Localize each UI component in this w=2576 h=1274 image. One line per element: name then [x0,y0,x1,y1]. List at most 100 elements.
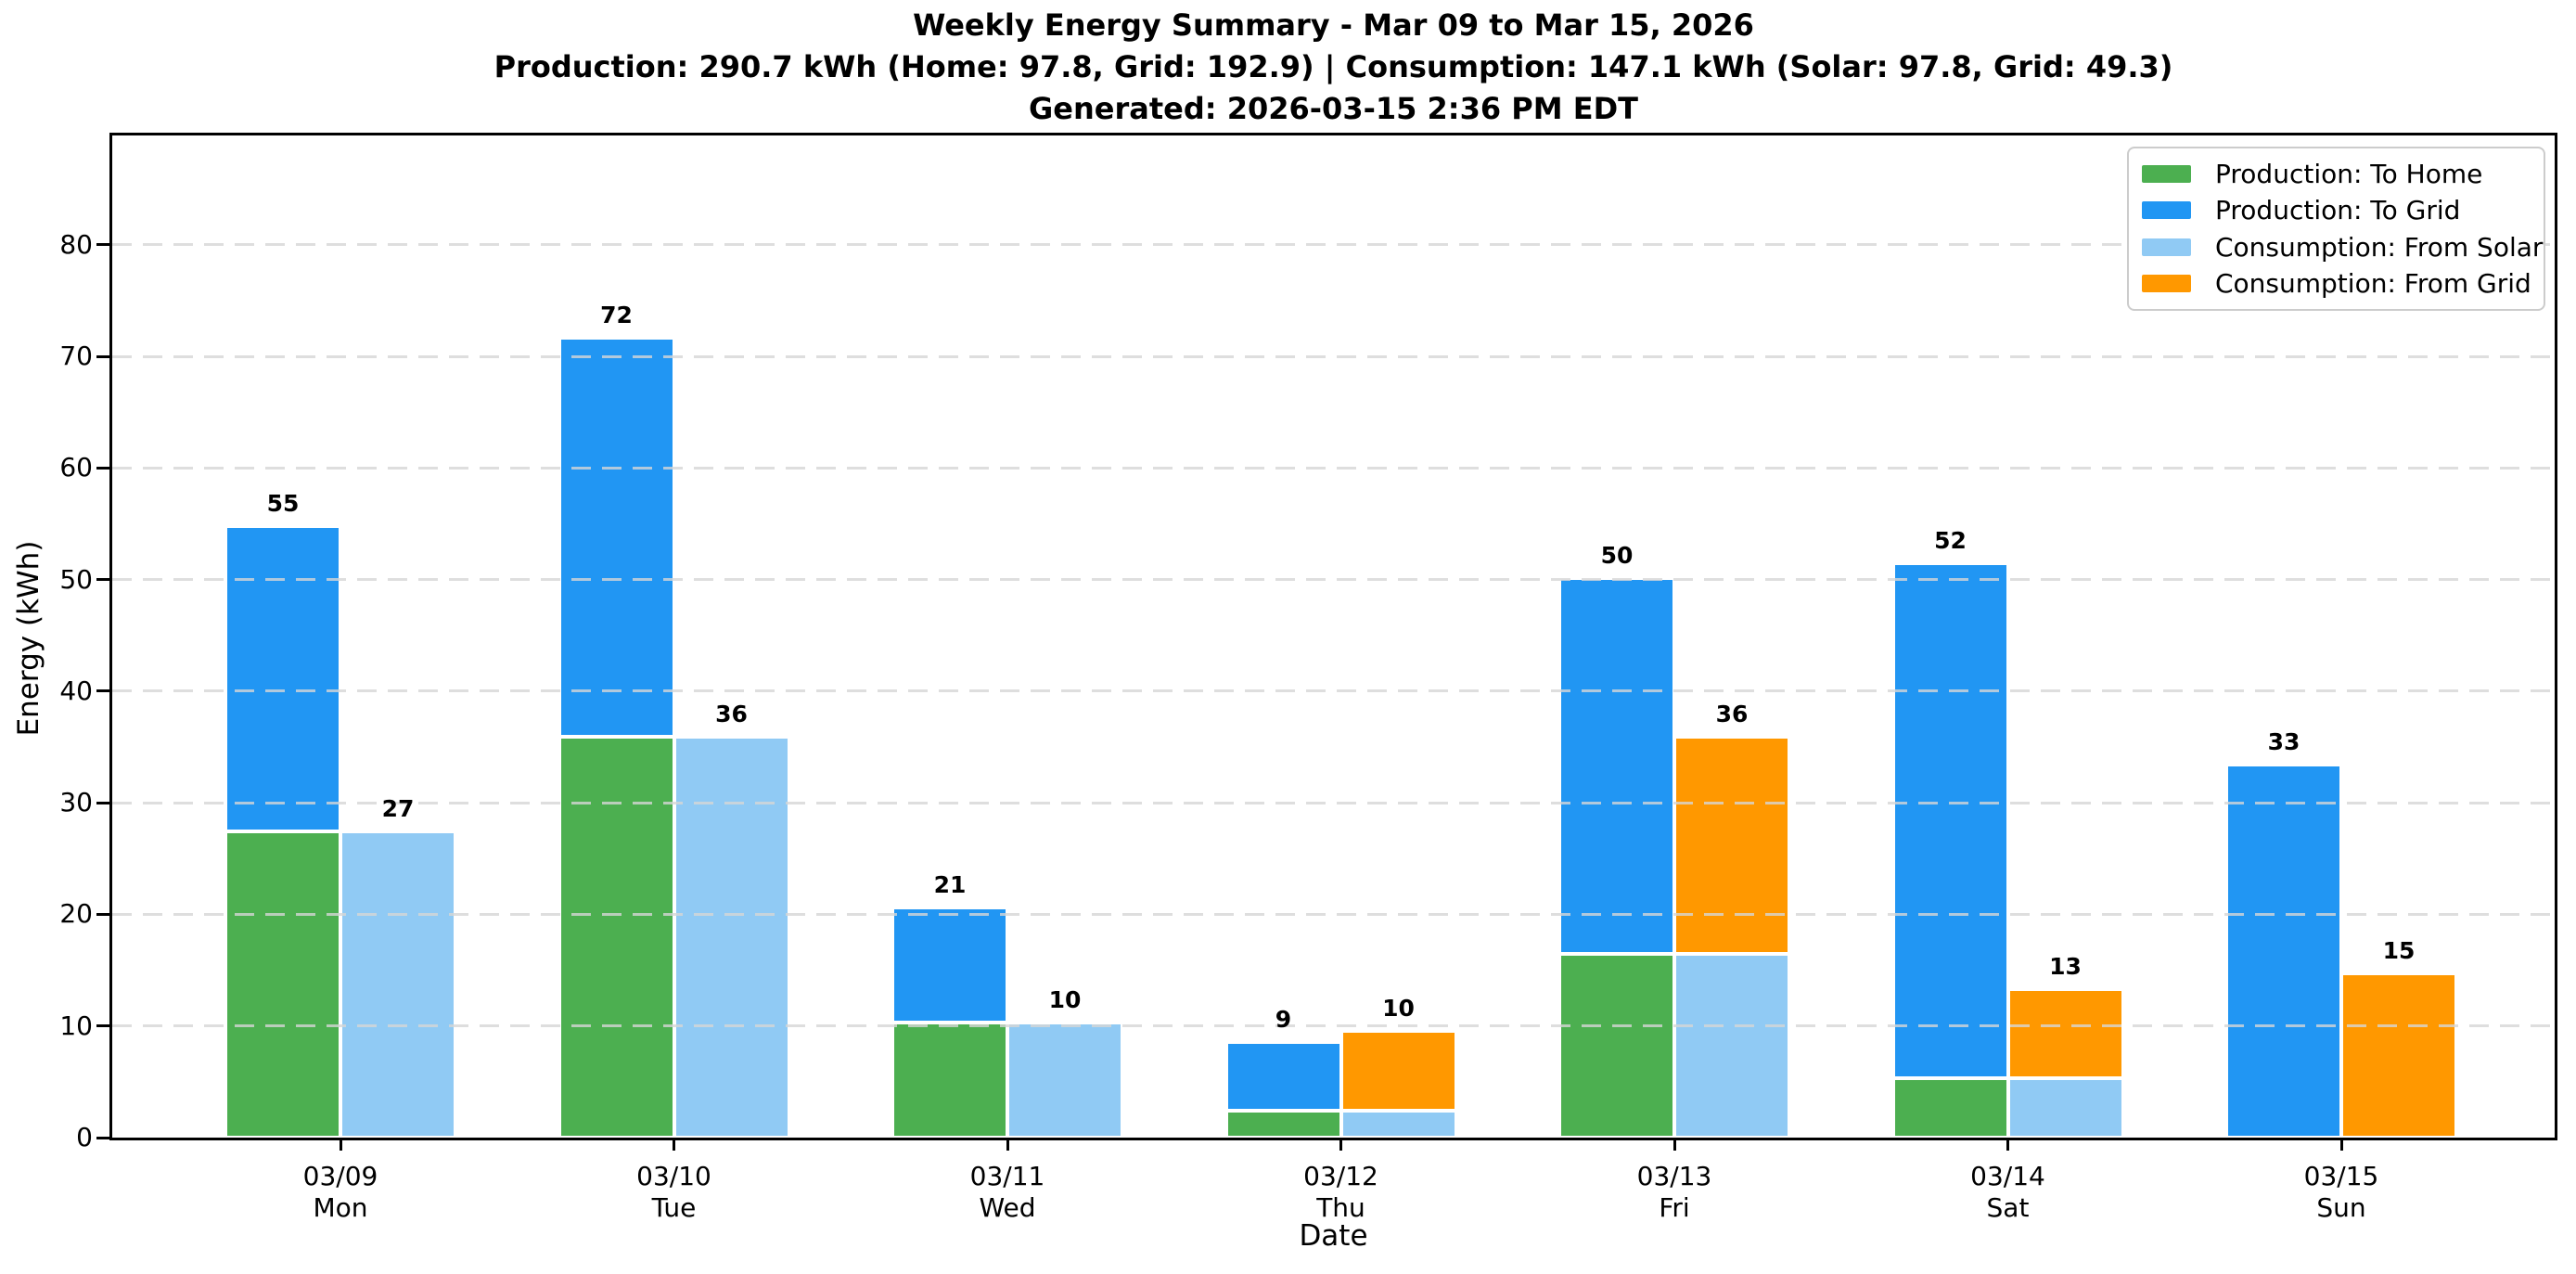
gridline-20 [112,912,2555,916]
bar-segment-consumption-from-grid [1340,1030,1456,1112]
y-tick-mark [96,912,109,916]
y-tick-label: 30 [59,787,93,818]
bar-total-label-consumption: 27 [381,795,415,823]
x-tick-date: 03/12 [1303,1161,1378,1191]
legend-item: Production: To Home [2142,159,2531,189]
legend-swatch [2142,201,2191,220]
legend-item: Production: To Grid [2142,195,2531,225]
bar-segment-production-to-home [558,737,674,1138]
x-tick-weekday: Sun [2316,1192,2366,1223]
legend-item-label: Consumption: From Grid [2215,267,2531,299]
bar-total-label-consumption: 15 [2382,937,2416,965]
legend-item-label: Production: To Home [2215,159,2483,190]
gridline-40 [112,689,2555,693]
x-tick-label: 03/15 Sun [2211,1161,2471,1224]
y-tick-mark [96,801,109,804]
bar-total-label-production: 52 [1934,526,1967,554]
bar-total-label-consumption: 36 [1715,701,1749,728]
x-tick-weekday: Sat [1986,1192,2030,1223]
y-tick-label: 50 [59,563,93,595]
bar-segment-production-to-home [1225,1111,1341,1138]
bar-segment-consumption-from-solar [1340,1111,1456,1138]
y-tick-mark [96,466,109,470]
x-tick-weekday: Mon [313,1192,368,1223]
y-tick-mark [96,354,109,358]
legend-item-label: Consumption: From Solar [2215,231,2544,263]
y-tick-mark [96,1024,109,1028]
chart-generated-timestamp: Generated: 2026-03-15 2:36 PM EDT [1029,91,1638,126]
bar-segment-consumption-from-solar [1674,953,1789,1138]
bar-segment-consumption-from-grid [2007,989,2123,1079]
x-tick-mark [2339,1138,2343,1151]
gridline-50 [112,578,2555,582]
legend-item-label: Production: To Grid [2215,195,2461,226]
bar-segment-production-to-home [1892,1078,2008,1138]
y-tick-mark [96,578,109,582]
x-tick-mark [2006,1138,2009,1151]
bar-segment-production-to-home [225,831,340,1138]
bar-segment-production-to-grid [1225,1041,1341,1112]
gridline-70 [112,354,2555,358]
y-tick-label: 40 [59,675,93,706]
x-tick-date: 03/13 [1636,1161,1712,1191]
x-tick-date: 03/09 [302,1161,378,1191]
bar-segment-production-to-grid [1892,562,2008,1079]
bar-total-label-consumption: 36 [715,701,748,728]
y-tick-label: 80 [59,228,93,260]
x-tick-mark [339,1138,342,1151]
y-tick-mark [96,1136,109,1139]
x-axis-label: Date [1299,1219,1368,1253]
bar-segment-consumption-from-grid [2341,973,2456,1138]
bar-total-label-production: 33 [2267,728,2300,756]
x-tick-date: 03/10 [636,1161,711,1191]
chart-title: Weekly Energy Summary - Mar 09 to Mar 15… [913,7,1754,43]
bar-total-label-consumption: 10 [1382,994,1415,1022]
x-tick-label: 03/09 Mon [211,1161,470,1224]
bar-segment-consumption-from-solar [1007,1023,1122,1138]
bar-segment-consumption-from-grid [1674,737,1789,954]
bar-total-label-production: 21 [933,871,967,899]
x-tick-weekday: Thu [1316,1192,1365,1223]
y-tick-mark [96,689,109,693]
y-tick-label: 0 [76,1122,93,1152]
x-tick-date: 03/15 [2303,1161,2379,1191]
gridline-60 [112,466,2555,470]
bar-segment-production-to-home [1559,953,1674,1138]
bar-total-label-production: 72 [600,301,633,328]
legend-swatch [2142,238,2191,256]
legend-item: Consumption: From Grid [2142,268,2531,299]
x-tick-weekday: Tue [651,1192,697,1223]
legend-swatch [2142,274,2191,292]
x-tick-label: 03/14 Sat [1878,1161,2138,1224]
bar-segment-production-to-grid [2226,765,2341,1138]
y-tick-label: 20 [59,898,93,930]
x-tick-weekday: Fri [1659,1192,1690,1223]
y-tick-label: 10 [59,1010,93,1041]
x-tick-label: 03/13 Fri [1544,1161,1804,1224]
x-tick-mark [1006,1138,1009,1151]
bar-segment-production-to-grid [1559,578,1674,954]
bar-segment-production-to-grid [558,337,674,738]
x-tick-mark [1339,1138,1342,1151]
bar-total-label-production: 50 [1600,542,1634,570]
x-tick-mark [673,1138,675,1151]
x-tick-label: 03/10 Tue [545,1161,804,1224]
x-tick-weekday: Wed [979,1192,1036,1223]
bar-total-label-consumption: 13 [2049,953,2082,981]
x-tick-date: 03/11 [969,1161,1045,1191]
bar-segment-consumption-from-solar [673,737,789,1138]
x-tick-label: 03/12 Thu [1211,1161,1471,1224]
bar-segment-production-to-home [892,1023,1007,1138]
chart-subtitle: Production: 290.7 kWh (Home: 97.8, Grid:… [493,49,2173,84]
bar-total-label-consumption: 10 [1048,986,1082,1014]
bar-segment-production-to-grid [225,525,340,832]
legend: Production: To Home Production: To Grid Co… [2127,147,2545,311]
bar-segment-production-to-grid [892,907,1007,1023]
x-tick-mark [1672,1138,1676,1151]
legend-item: Consumption: From Solar [2142,232,2543,263]
x-tick-date: 03/14 [1970,1161,2045,1191]
bar-segment-consumption-from-solar [340,831,455,1138]
y-tick-label: 60 [59,452,93,483]
chart-title-block: Weekly Energy Summary - Mar 09 to Mar 15… [109,5,2557,130]
